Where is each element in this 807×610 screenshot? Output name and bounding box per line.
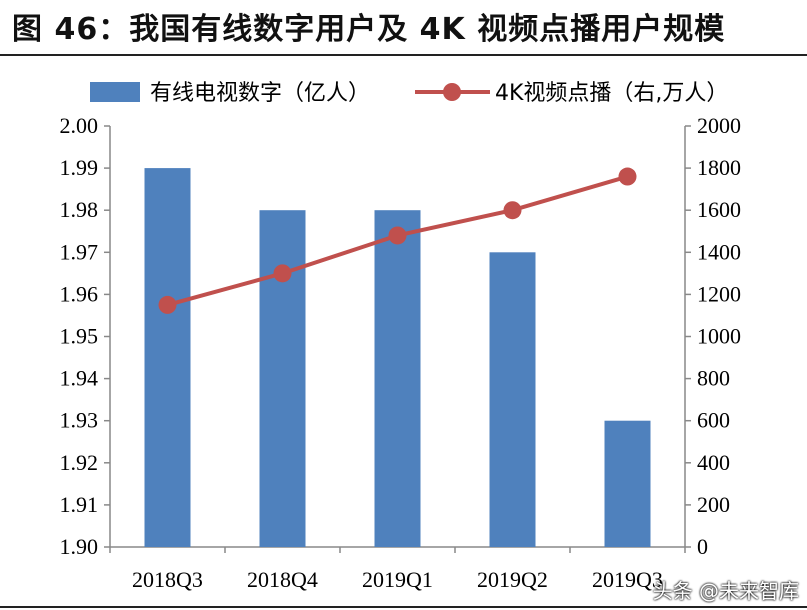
left-tick-label: 1.97 xyxy=(60,239,99,264)
left-tick-label: 2.00 xyxy=(60,113,99,138)
figure-title: 图 46：我国有线数字用户及 4K 视频点播用户规模 xyxy=(12,12,726,47)
left-tick-label: 1.93 xyxy=(60,408,99,433)
left-tick-label: 1.90 xyxy=(60,534,99,559)
legend-bar-label: 有线电视数字（亿人） xyxy=(150,81,370,106)
bottom-divider xyxy=(0,606,807,608)
line-point xyxy=(158,295,177,314)
right-tick-label: 2000 xyxy=(697,113,741,138)
title-divider xyxy=(0,54,807,56)
right-tick-label: 400 xyxy=(697,450,730,475)
right-tick-label: 0 xyxy=(697,534,708,559)
left-tick-label: 1.96 xyxy=(60,281,99,306)
right-tick-label: 800 xyxy=(697,366,730,391)
line-point xyxy=(618,167,637,186)
left-tick-label: 1.99 xyxy=(60,155,99,180)
left-tick-label: 1.91 xyxy=(60,492,99,517)
left-tick-label: 1.95 xyxy=(60,324,99,349)
right-tick-label: 1400 xyxy=(697,239,741,264)
legend-line-label: 4K视频点播（右,万人） xyxy=(495,81,728,106)
line-point xyxy=(503,201,522,220)
x-tick-label: 2018Q3 xyxy=(132,567,203,592)
right-tick-label: 1800 xyxy=(697,155,741,180)
right-tick-label: 600 xyxy=(697,408,730,433)
x-tick-label: 2019Q3 xyxy=(592,567,663,592)
x-tick-label: 2018Q4 xyxy=(247,567,318,592)
left-tick-label: 1.92 xyxy=(60,450,99,475)
bar xyxy=(604,420,651,547)
x-tick-label: 2019Q2 xyxy=(477,567,548,592)
watermark: 头条 @未来智库 xyxy=(652,579,799,603)
legend-line-marker xyxy=(443,83,461,101)
right-tick-label: 1000 xyxy=(697,324,741,349)
legend-bar-swatch xyxy=(90,82,140,102)
bar xyxy=(144,168,191,547)
line-point xyxy=(388,226,407,245)
bar xyxy=(374,210,421,547)
bar xyxy=(489,252,536,548)
line-point xyxy=(273,264,292,283)
x-tick-label: 2019Q1 xyxy=(362,567,433,592)
right-tick-label: 1200 xyxy=(697,281,741,306)
right-tick-label: 1600 xyxy=(697,197,741,222)
left-tick-label: 1.94 xyxy=(60,366,99,391)
bar xyxy=(259,210,306,547)
right-tick-label: 200 xyxy=(697,492,730,517)
left-tick-label: 1.98 xyxy=(60,197,99,222)
